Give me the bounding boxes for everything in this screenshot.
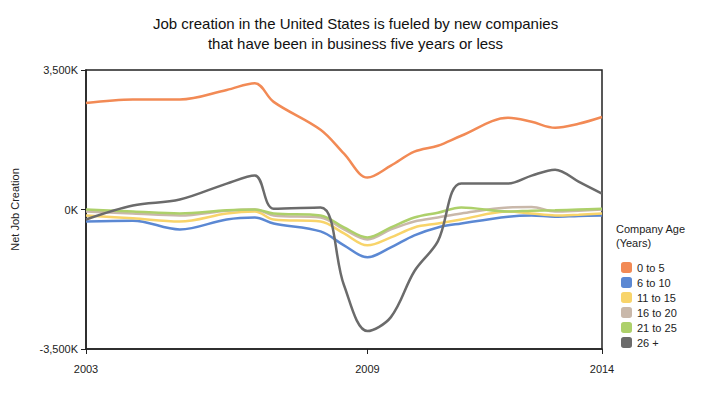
svg-text:-3,500K: -3,500K [39, 343, 78, 355]
svg-text:Job creation in the United Sta: Job creation in the United States is fue… [153, 15, 558, 32]
svg-text:21 to 25: 21 to 25 [637, 322, 677, 334]
svg-text:0 to 5: 0 to 5 [637, 262, 665, 274]
svg-text:6 to 10: 6 to 10 [637, 277, 671, 289]
svg-text:2003: 2003 [74, 363, 98, 375]
svg-text:Company Age: Company Age [616, 223, 688, 235]
svg-text:(Years): (Years) [616, 237, 651, 249]
svg-text:that have been in business fiv: that have been in business five years or… [208, 35, 503, 52]
svg-text:16 to 20: 16 to 20 [637, 307, 677, 319]
svg-text:11 to 15: 11 to 15 [637, 292, 676, 304]
svg-text:2014: 2014 [590, 363, 614, 375]
svg-text:2009: 2009 [355, 363, 379, 375]
svg-text:Net Job Creation: Net Job Creation [9, 168, 21, 251]
svg-text:3,500K: 3,500K [43, 64, 79, 76]
svg-text:0K: 0K [65, 204, 79, 216]
svg-text:26 +: 26 + [637, 337, 659, 349]
